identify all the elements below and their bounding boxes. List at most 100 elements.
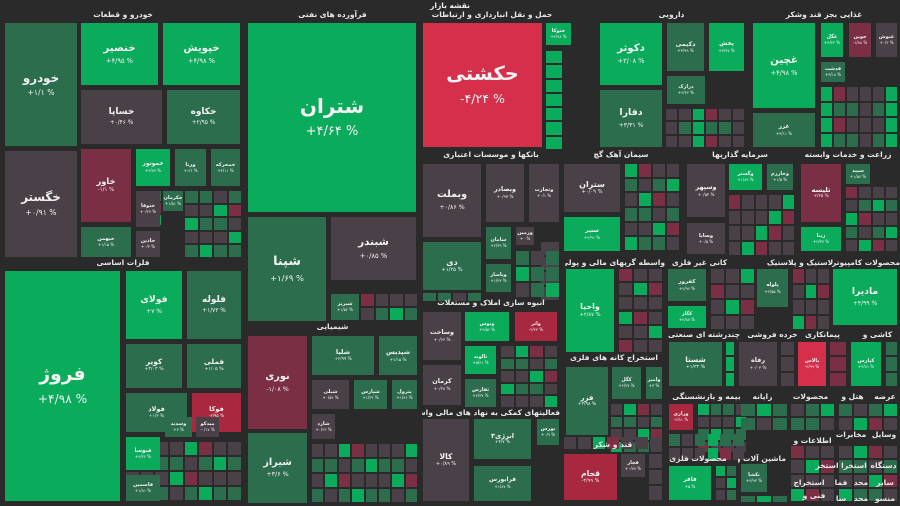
stock-tile-small[interactable]	[873, 87, 884, 101]
stock-tile-small[interactable]	[818, 300, 829, 314]
stock-tile-small[interactable]	[679, 122, 691, 134]
stock-tile-small[interactable]	[726, 315, 739, 329]
stock-tile-small[interactable]	[184, 487, 198, 500]
stock-tile[interactable]: واثر -۲/۴۴ %	[515, 312, 557, 341]
stock-tile-small[interactable]	[635, 437, 648, 449]
stock-tile-small[interactable]	[392, 474, 404, 487]
stock-tile-small[interactable]	[681, 434, 693, 446]
stock-tile-small[interactable]	[834, 102, 845, 116]
stock-tile-small[interactable]	[729, 195, 741, 209]
stock-tile-small[interactable]	[860, 102, 871, 116]
stock-tile-small[interactable]	[806, 404, 819, 416]
stock-tile[interactable]: پلوله +۲/۵۵ %	[757, 269, 788, 307]
stock-tile-small[interactable]	[741, 418, 755, 430]
stock-tile-small[interactable]	[859, 226, 871, 238]
stock-tile-small[interactable]	[679, 109, 691, 121]
stock-tile[interactable]: غنوش +۰/۲ %	[876, 23, 897, 57]
stock-tile-small[interactable]	[653, 193, 665, 206]
stock-tile-small[interactable]	[666, 135, 678, 147]
stock-tile[interactable]: پترول +۱/۴۶ %	[392, 380, 417, 409]
stock-tile-small[interactable]	[723, 416, 734, 427]
stock-tile-small[interactable]	[564, 437, 577, 449]
stock-tile-small[interactable]	[649, 269, 662, 282]
stock-tile-small[interactable]	[653, 164, 665, 177]
stock-tile-small[interactable]	[185, 218, 198, 230]
stock-tile-small[interactable]	[846, 187, 858, 199]
stock-tile-small[interactable]	[312, 459, 324, 472]
stock-tile-small[interactable]	[378, 474, 391, 487]
stock-tile-small[interactable]	[404, 294, 417, 306]
stock-tile-small[interactable]	[793, 300, 804, 314]
stock-tile-small[interactable]	[707, 434, 719, 446]
stock-tile[interactable]: کگاز +۲/۸۷ %	[668, 306, 706, 328]
stock-tile-small[interactable]	[847, 133, 858, 147]
stock-tile-small[interactable]	[773, 404, 787, 416]
stock-tile-small[interactable]	[365, 489, 377, 502]
stock-tile-small[interactable]	[830, 342, 846, 356]
stock-tile-small[interactable]	[741, 496, 755, 502]
stock-tile[interactable]: زینا +۲/۳۷ %	[801, 227, 841, 251]
stock-tile-small[interactable]	[818, 284, 829, 298]
stock-tile-small[interactable]	[531, 267, 544, 281]
stock-tile[interactable]: خمحرکه +۳/۱۱ %	[211, 149, 240, 186]
stock-tile-small[interactable]	[530, 346, 543, 357]
stock-tile-small[interactable]	[392, 444, 404, 457]
stock-tile-small[interactable]	[184, 442, 198, 455]
stock-tile[interactable]: درازک +۲/۴۴ %	[667, 76, 705, 104]
stock-tile-small[interactable]	[639, 237, 651, 250]
stock-tile-small[interactable]	[847, 118, 858, 132]
stock-tile-small[interactable]	[325, 489, 337, 502]
stock-tile-small[interactable]	[185, 231, 198, 244]
stock-tile-small[interactable]	[854, 446, 867, 459]
stock-tile-small[interactable]	[544, 383, 557, 395]
stock-tile-small[interactable]	[781, 372, 794, 386]
stock-tile-small[interactable]	[742, 195, 754, 209]
stock-tile-small[interactable]	[723, 404, 734, 415]
stock-tile-small[interactable]	[720, 448, 732, 460]
stock-tile-small[interactable]	[544, 371, 557, 382]
stock-tile[interactable]: فملی +۱/۰۵ %	[187, 344, 241, 388]
stock-tile-small[interactable]	[214, 204, 227, 217]
stock-tile-small[interactable]	[729, 241, 741, 255]
stock-tile[interactable]: قچار +۰/۷۷ %	[621, 454, 645, 477]
stock-tile-small[interactable]	[869, 446, 882, 459]
stock-tile-small[interactable]	[806, 446, 819, 459]
stock-tile[interactable]: خنصیر +۴/۹۵ %	[81, 23, 158, 85]
stock-tile-small[interactable]	[711, 315, 724, 329]
stock-tile-small[interactable]	[742, 210, 754, 224]
stock-tile-small[interactable]	[694, 434, 706, 446]
stock-tile-small[interactable]	[390, 294, 403, 306]
stock-tile[interactable]: وتجارت +۰/۱ %	[529, 164, 559, 222]
stock-tile-small[interactable]	[621, 437, 634, 449]
stock-tile-small[interactable]	[791, 460, 804, 473]
stock-tile-small[interactable]	[755, 226, 768, 240]
stock-tile-small[interactable]	[735, 441, 746, 452]
stock-tile-small[interactable]	[619, 283, 632, 296]
stock-tile-small[interactable]	[625, 208, 637, 221]
stock-tile[interactable]: وامیر +۳ %	[646, 367, 662, 399]
stock-tile-small[interactable]	[606, 437, 620, 449]
stock-tile[interactable]: بورس +۰/۹ %	[537, 419, 559, 445]
stock-tile-small[interactable]	[692, 109, 704, 121]
stock-tile-small[interactable]	[679, 135, 691, 147]
stock-tile-small[interactable]	[716, 478, 725, 488]
stock-tile-small[interactable]	[169, 457, 183, 470]
stock-tile-small[interactable]	[405, 474, 417, 487]
stock-tile[interactable]: وزمین +۰ %	[516, 227, 534, 245]
stock-tile-small[interactable]	[885, 213, 897, 225]
stock-tile[interactable]: خکاوه +۲/۹۵ %	[167, 90, 240, 144]
stock-tile-small[interactable]	[859, 213, 871, 225]
stock-tile-small[interactable]	[886, 342, 897, 356]
stock-tile-small[interactable]	[719, 122, 731, 134]
stock-tile-small[interactable]	[649, 339, 662, 352]
stock-tile-small[interactable]	[854, 474, 867, 487]
stock-tile-small[interactable]	[821, 118, 832, 132]
stock-tile-small[interactable]	[834, 118, 845, 132]
stock-tile-small[interactable]	[639, 208, 651, 221]
stock-tile-small[interactable]	[228, 218, 241, 230]
stock-tile[interactable]: فلوله +۱/۷۳ %	[187, 271, 241, 339]
stock-tile-small[interactable]	[325, 444, 337, 457]
stock-tile-small[interactable]	[886, 102, 897, 116]
stock-tile[interactable]: ورنا +۱/۶ %	[175, 149, 206, 186]
stock-tile-small[interactable]	[860, 87, 871, 101]
